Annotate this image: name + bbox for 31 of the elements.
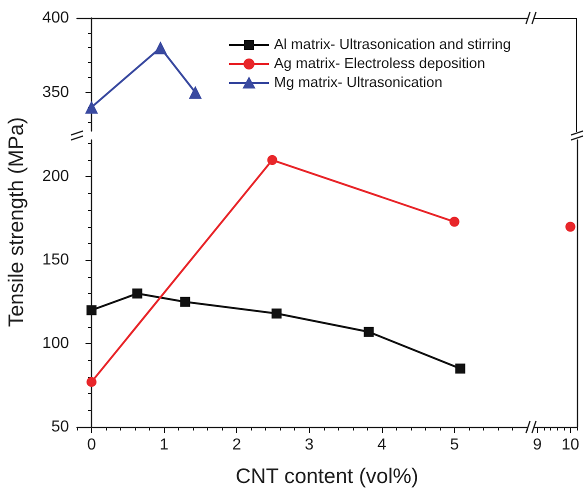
point: [180, 296, 190, 307]
y-tick-label: 50: [51, 418, 70, 436]
x-tick-label: 3: [304, 436, 314, 454]
x-tick-label: 0: [87, 436, 96, 454]
point: [272, 308, 282, 319]
x-axis-title: CNT content (vol%): [236, 465, 418, 489]
point: [154, 41, 167, 54]
legend-label: Mg matrix- Ultrasonication: [274, 74, 442, 90]
y-tick-label: 150: [42, 252, 70, 269]
y-tick-label: 350: [42, 84, 70, 101]
x-tick-label: 2: [232, 436, 242, 454]
legend-label: Al matrix- Ultrasonication and stirring: [274, 36, 511, 52]
point: [86, 305, 97, 316]
x-tick-label: 4: [377, 436, 386, 454]
y-axis-title: Tensile strength (MPa): [5, 116, 29, 328]
y-tick-label: 200: [42, 168, 70, 186]
x-tick-label: 5: [450, 436, 459, 454]
point: [449, 216, 460, 227]
y-tick-label: 400: [42, 10, 70, 26]
point: [455, 364, 466, 374]
point: [364, 326, 374, 337]
point: [86, 376, 97, 387]
point: [132, 288, 142, 299]
point: [85, 100, 98, 114]
x-tick-label: 1: [160, 436, 169, 454]
x-tick-label: 9: [532, 436, 542, 454]
legend-label: Ag matrix- Electroless deposition: [274, 56, 486, 72]
point: [188, 86, 202, 99]
y-tick-label: 100: [42, 335, 70, 352]
point: [267, 155, 278, 166]
x-tick-label: 10: [561, 436, 580, 454]
